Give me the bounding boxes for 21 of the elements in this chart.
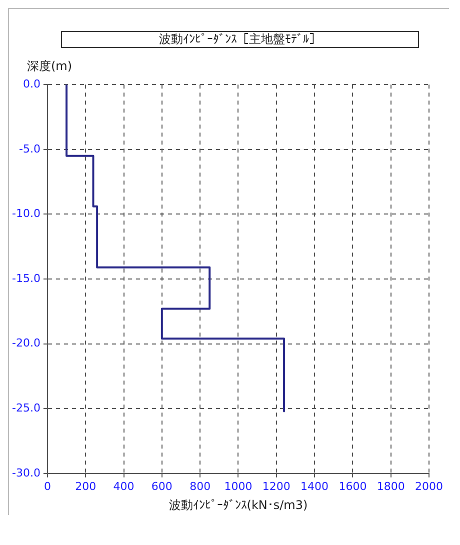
y-tick-label: -30.0 [12, 466, 40, 480]
x-axis-title: 波動ｲﾝﾋﾟｰﾀﾞﾝｽ(kN･s/m3) [168, 498, 308, 512]
x-tick-label: 0 [44, 480, 51, 493]
x-tick-label: 1800 [376, 480, 405, 493]
x-tick-label: 1600 [338, 480, 367, 493]
x-tick-label: 400 [113, 480, 134, 493]
x-tick-label: 1400 [300, 480, 329, 493]
x-tick-label: 1000 [224, 480, 252, 493]
x-tick-label: 800 [190, 480, 211, 493]
y-axis-title: 深度(m) [27, 58, 74, 75]
y-tick-label: -10.0 [12, 207, 40, 220]
y-tick-label: -20.0 [12, 336, 40, 350]
y-tick-label: 0.0 [22, 77, 40, 90]
x-tick-label: 200 [75, 480, 96, 493]
x-tick-label: 600 [151, 480, 172, 493]
y-tick-label: -15.0 [12, 272, 40, 285]
y-tick-label: -5.0 [18, 142, 40, 156]
x-tick-label: 2000 [415, 480, 443, 493]
x-tick-label: 1200 [262, 480, 290, 493]
y-tick-label: -25.0 [12, 401, 40, 414]
chart-title: 波動ｲﾝﾋﾟｰﾀﾞﾝｽ［主地盤ﾓﾃﾞﾙ］ [61, 31, 419, 48]
